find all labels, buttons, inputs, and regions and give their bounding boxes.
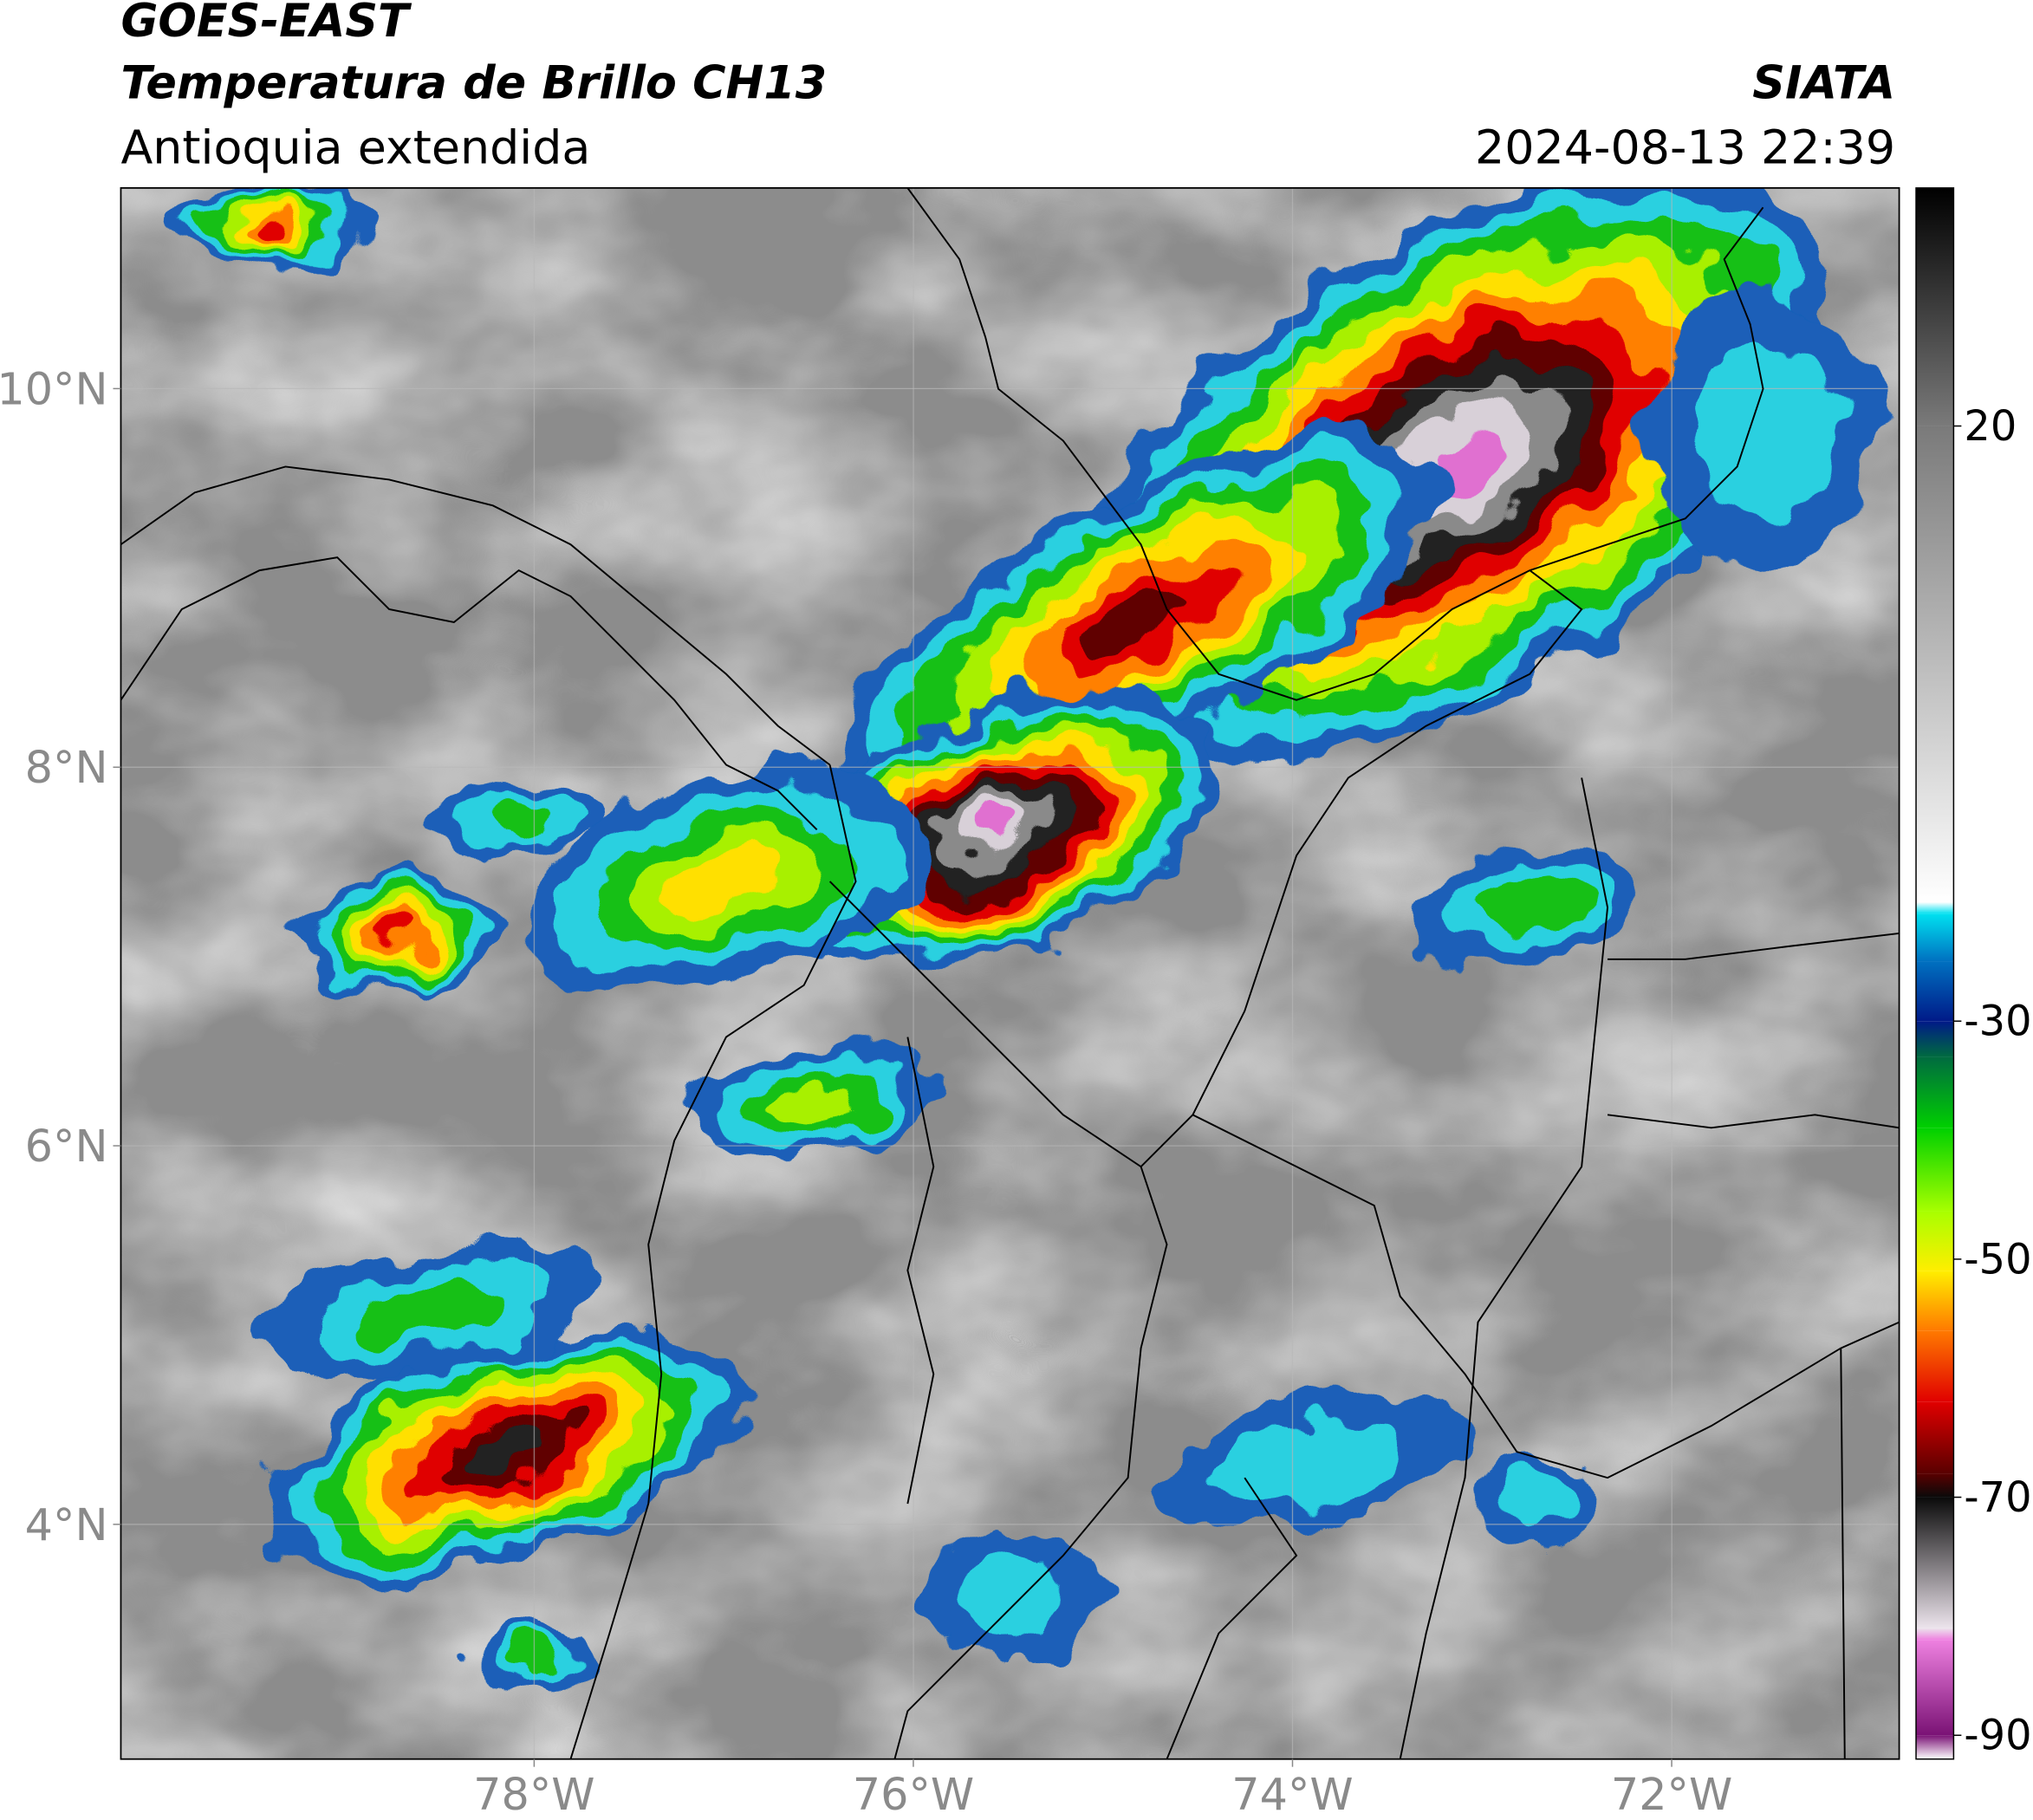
- colorbar-segment: [1916, 1211, 1954, 1271]
- colorbar-segment: [1916, 1401, 1954, 1474]
- colorbar-segment: [1916, 913, 1954, 962]
- y-tick-label: 6°N: [25, 1121, 108, 1172]
- title: GOES-EAST: [120, 0, 412, 48]
- subtitle: Temperatura de Brillo CH13: [120, 57, 827, 110]
- colorbar-frame: [1915, 187, 1955, 1760]
- storm-layer: [505, 1644, 558, 1674]
- storm-layer: [955, 1554, 1068, 1635]
- admin-border: [893, 1166, 1168, 1759]
- admin-border: [569, 764, 857, 1759]
- colorbar-segment: [1916, 1021, 1954, 1057]
- admin-border: [906, 1037, 1846, 1759]
- colorbar-segment: [1916, 1473, 1954, 1498]
- map-frame: [120, 186, 1900, 1760]
- grid: [120, 187, 1900, 1759]
- coastline: [906, 187, 1764, 701]
- storm-layer: [971, 811, 1026, 848]
- storm-layer: [1084, 586, 1198, 659]
- admin-border: [828, 569, 1583, 1168]
- source: SIATA: [1752, 57, 1895, 110]
- colorbar-tick-label: -50: [1964, 1236, 2031, 1284]
- colorbar: 20 -30 -50 -70 -90: [1916, 187, 2032, 1760]
- colorbar-tick-label: 20: [1964, 403, 2017, 451]
- datetime: 2024-08-13 22:39: [1475, 120, 1895, 174]
- storm-layer: [774, 1082, 860, 1122]
- colorbar-segment: [1916, 1271, 1954, 1331]
- colorbar-segment: [1916, 1330, 1954, 1402]
- colorbar-segment: [1916, 1056, 1954, 1128]
- storm-layer: [1479, 879, 1581, 936]
- storm-layer: [354, 1277, 503, 1341]
- x-tick-label: 72°W: [1611, 1769, 1732, 1820]
- region: Antioquia extendida: [120, 120, 590, 174]
- admin-border: [1192, 1114, 1900, 1479]
- borders: [120, 187, 1900, 1759]
- admin-border: [1399, 777, 1900, 1759]
- colorbar-segment: [1916, 1128, 1954, 1212]
- colorbar-segment: [1916, 1640, 1954, 1736]
- storm-layer: [484, 800, 554, 833]
- storm-layer: [251, 217, 294, 237]
- colorbar-segment: [1916, 426, 1954, 902]
- x-tick-label: 78°W: [473, 1769, 594, 1820]
- storm-layer: [1506, 1475, 1579, 1532]
- colorbar-tick-label: -30: [1964, 998, 2031, 1046]
- storm-layer: [1691, 340, 1835, 516]
- colorbar-segment: [1916, 961, 1954, 1022]
- storm-layer: [1215, 1426, 1405, 1505]
- colorbar-tick-label: -70: [1964, 1474, 2031, 1522]
- colorbar-segment: [1916, 1497, 1954, 1628]
- coastline: [120, 465, 831, 766]
- x-tick-label: 76°W: [853, 1769, 974, 1820]
- colorbar-segment: [1916, 187, 1954, 426]
- storm-layer: [373, 920, 418, 947]
- x-tick-label: 74°W: [1231, 1769, 1353, 1820]
- colorbar-tick-label: -90: [1964, 1713, 2031, 1760]
- colorbar-segment: [1916, 1628, 1954, 1641]
- storm-layer: [466, 1430, 546, 1474]
- map-area: [120, 187, 1900, 1759]
- y-tick-label: 4°N: [25, 1499, 108, 1550]
- colorbar-segment: [1916, 901, 1954, 914]
- coastline: [120, 556, 818, 830]
- colorbar-segment: [1916, 1735, 1954, 1759]
- y-tick-label: 8°N: [25, 742, 108, 793]
- storm-layer: [668, 848, 784, 914]
- y-tick-label: 10°N: [0, 363, 107, 414]
